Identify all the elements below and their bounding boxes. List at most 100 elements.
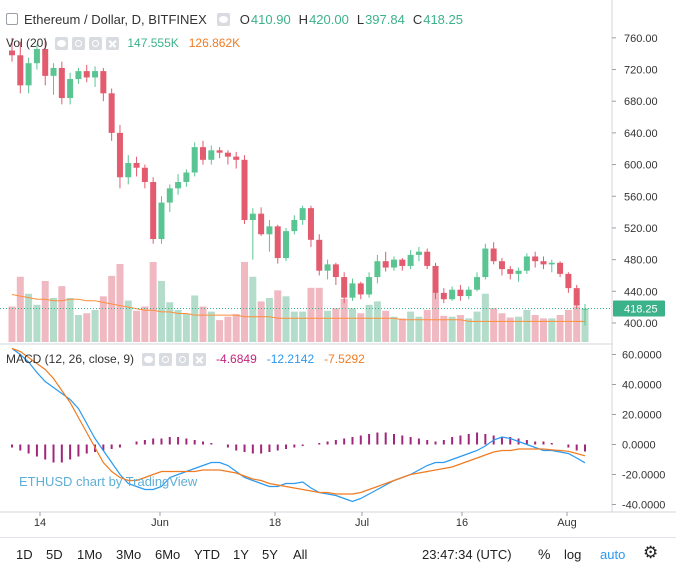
volume-bar (66, 298, 74, 342)
volume-bar (573, 306, 581, 342)
volume-bar (174, 309, 182, 342)
volume-bar (539, 318, 547, 342)
candle-body (415, 251, 422, 255)
volume-bar (241, 262, 249, 342)
volume-bar (357, 313, 365, 342)
candle-body (233, 156, 240, 160)
range-5y-button[interactable]: 5Y (262, 547, 278, 562)
macd-tick-label: 40.0000 (622, 380, 662, 392)
macd-hist-value: -4.6849 (216, 352, 257, 366)
volume-bar (432, 292, 440, 342)
volume-format-icon[interactable] (89, 36, 103, 50)
time-tick-label: Jul (355, 517, 369, 529)
candle-body (33, 48, 40, 64)
price-tick-label: 440.00 (624, 286, 658, 298)
macd-settings-icon[interactable] (159, 352, 173, 366)
candle-body (249, 213, 256, 221)
candle-body (482, 248, 489, 278)
volume-bar (324, 310, 332, 342)
percent-toggle[interactable]: % (538, 546, 551, 562)
volume-bar (307, 287, 315, 342)
volume-bar (199, 306, 207, 342)
candle-body (565, 273, 572, 289)
symbol-collapse-icon[interactable] (6, 13, 18, 25)
volume-bar (133, 310, 141, 342)
settings-gear-icon[interactable]: ⚙ (643, 543, 659, 562)
range-1d-button[interactable]: 1D (16, 547, 33, 562)
signal-line (11, 347, 586, 495)
volume-settings-icon[interactable] (72, 36, 86, 50)
macd-signal-value: -7.5292 (324, 352, 365, 366)
candle-body (515, 270, 522, 274)
volume-bar (216, 320, 224, 342)
volume-bar (182, 313, 190, 342)
volume-bar (116, 264, 124, 342)
bottom-toolbar: 1D 5D 1Mo 3Mo 6Mo YTD 1Y 5Y All 23:47:34… (0, 537, 676, 570)
price-tick-label: 600.00 (624, 160, 658, 172)
macd-line-value: -12.2142 (266, 352, 315, 366)
candle-body (548, 262, 555, 265)
volume-bar (382, 310, 390, 342)
candle-body (100, 71, 107, 94)
candle-body (83, 71, 90, 78)
macd-remove-icon[interactable] (193, 352, 207, 366)
volume-legend: Vol (20) 147.555K 126.862K (0, 33, 240, 53)
range-6mo-button[interactable]: 6Mo (155, 547, 181, 562)
candle-body (25, 63, 32, 86)
candle-body (141, 167, 148, 182)
time-tick-label: Aug (557, 517, 577, 529)
price-tick-label: 480.00 (624, 255, 658, 267)
candle-body (440, 292, 447, 300)
candle-body (349, 283, 356, 298)
candle-body (324, 264, 331, 271)
candle-body (357, 283, 364, 295)
time-tick-label: 18 (269, 517, 281, 529)
macd-tick-label: -40.0000 (622, 500, 665, 512)
range-1mo-button[interactable]: 1Mo (77, 547, 103, 562)
volume-bar (440, 315, 448, 342)
volume-bar (83, 313, 91, 342)
volume-bar (274, 290, 282, 342)
range-ytd-button[interactable]: YTD (194, 547, 220, 562)
macd-format-icon[interactable] (176, 352, 190, 366)
candle-body (573, 288, 580, 306)
range-3mo-button[interactable]: 3Mo (116, 547, 142, 562)
candle-body (532, 256, 539, 262)
volume-bar (58, 286, 66, 342)
volume-bar (315, 287, 323, 342)
volume-bar (531, 315, 539, 342)
volume-bar (299, 311, 307, 342)
chart-canvas[interactable]: 760.00 720.00 680.00 640.00 600.00 560.00 520.… (0, 0, 676, 537)
volume-remove-icon[interactable] (106, 36, 120, 50)
range-all-button[interactable]: All (293, 547, 308, 562)
candle-body (374, 261, 381, 278)
volume-eye-icon[interactable] (55, 36, 69, 50)
visibility-eye-icon[interactable] (216, 12, 230, 26)
candle-body (166, 188, 173, 203)
volume-bar (556, 315, 564, 342)
candle-body (183, 172, 190, 182)
auto-toggle[interactable]: auto (600, 547, 626, 562)
range-5d-button[interactable]: 5D (46, 547, 63, 562)
volume-bar (257, 301, 265, 342)
candle-body (50, 67, 57, 76)
macd-eye-icon[interactable] (142, 352, 156, 366)
candle-body (42, 48, 49, 76)
utc-clock[interactable]: 23:47:34 (UTC) (422, 547, 512, 562)
price-tick-label: 680.00 (624, 96, 658, 108)
candle-body (307, 208, 314, 240)
candle-body (582, 308, 588, 310)
main-legend: Ethereum / Dollar, D, BITFINEX O 410.90 … (0, 9, 463, 29)
volume-label: Vol (20) (6, 36, 48, 50)
range-1y-button[interactable]: 1Y (233, 547, 249, 562)
volume-bar (407, 311, 415, 342)
low-label: L (356, 11, 365, 27)
candle-body (341, 277, 348, 298)
low-value: 397.84 (365, 11, 405, 27)
candle-body (424, 251, 431, 266)
log-toggle[interactable]: log (564, 547, 582, 562)
candle-body (241, 159, 248, 221)
price-tick-label: 560.00 (624, 191, 658, 203)
macd-tick-label: 20.0000 (622, 410, 662, 422)
symbol-title: Ethereum / Dollar, D, BITFINEX (24, 11, 207, 27)
